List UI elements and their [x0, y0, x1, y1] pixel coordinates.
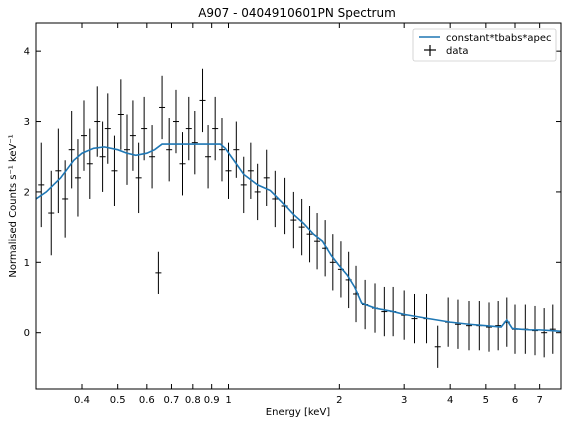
legend-errorbar-marker — [424, 45, 436, 56]
y-axis-ticks: 0 1 2 3 4 — [24, 47, 561, 339]
data-point — [68, 110, 75, 189]
x-tick-label: 3 — [401, 395, 407, 406]
data-point — [149, 125, 156, 189]
data-point — [99, 121, 106, 192]
plot-area — [35, 68, 562, 368]
data-point — [185, 96, 192, 161]
data-point — [411, 293, 418, 344]
data-point — [48, 170, 55, 256]
data-point — [80, 100, 87, 171]
data-point — [454, 299, 461, 349]
data-point — [290, 191, 297, 249]
data-point — [549, 304, 556, 354]
data-point — [159, 75, 166, 140]
data-point — [263, 149, 270, 206]
data-point — [314, 213, 321, 270]
data-point — [155, 251, 162, 294]
data-point — [199, 68, 206, 133]
data-point — [495, 301, 502, 351]
x-tick-label: 6 — [512, 395, 518, 406]
legend-data-label: data — [446, 46, 469, 57]
data-point — [166, 118, 173, 182]
data-point — [74, 139, 81, 217]
data-point — [254, 163, 261, 221]
data-point — [104, 93, 111, 164]
y-tick-label: 1 — [24, 258, 30, 269]
data-point — [205, 125, 212, 189]
data-point — [306, 206, 313, 263]
data-point — [55, 128, 62, 214]
data-point — [247, 142, 254, 199]
x-axis-label: Energy [keV] — [266, 407, 331, 418]
x-tick-label: 0.7 — [164, 395, 180, 406]
data-point — [541, 308, 548, 358]
data-point — [141, 96, 148, 161]
data-point — [434, 325, 441, 368]
data-point — [86, 128, 93, 199]
model-line — [35, 143, 562, 333]
x-tick-label: 0.8 — [185, 395, 201, 406]
axes-frame — [35, 22, 562, 390]
data-point — [218, 118, 225, 182]
data-point — [191, 110, 198, 175]
data-point — [233, 121, 240, 178]
x-tick-label: 5 — [483, 395, 489, 406]
data-point — [38, 142, 45, 228]
x-tick-label: 0.4 — [74, 395, 90, 406]
data-point — [466, 301, 473, 351]
x-tick-label: 4 — [447, 395, 453, 406]
data-point — [94, 86, 101, 157]
y-tick-label: 0 — [24, 328, 30, 339]
data-point — [381, 286, 388, 337]
x-tick-label: 7 — [536, 395, 542, 406]
y-axis-label: Normalised Counts s⁻¹ keV⁻¹ — [8, 134, 19, 277]
legend: constant*tbabs*apec data — [412, 28, 557, 62]
x-tick-label: 0.9 — [204, 395, 220, 406]
legend-model-label: constant*tbabs*apec — [446, 33, 552, 44]
x-tick-label: 0.6 — [139, 395, 155, 406]
data-point — [212, 96, 219, 161]
y-tick-label: 3 — [24, 117, 30, 128]
data-point — [179, 132, 186, 196]
x-tick-label: 1 — [225, 395, 231, 406]
x-axis-ticks: 0.4 0.5 0.6 0.7 0.8 0.9 1 2 3 4 5 6 7 — [74, 23, 543, 406]
data-point — [240, 156, 247, 214]
data-point — [298, 198, 305, 256]
chart-title: A907 - 0404910601PN Spectrum — [198, 6, 396, 20]
data-point — [329, 234, 336, 291]
data-point — [123, 114, 130, 185]
x-tick-label: 2 — [336, 395, 342, 406]
legend-box — [412, 28, 557, 62]
data-point — [111, 135, 118, 206]
y-tick-label: 2 — [24, 187, 30, 198]
x-tick-label: 0.5 — [110, 395, 126, 406]
data-point — [172, 89, 179, 154]
y-tick-label: 4 — [24, 47, 30, 58]
data-point — [486, 302, 493, 352]
data-point — [129, 100, 136, 171]
data-point — [272, 170, 279, 228]
data-point — [117, 79, 124, 150]
